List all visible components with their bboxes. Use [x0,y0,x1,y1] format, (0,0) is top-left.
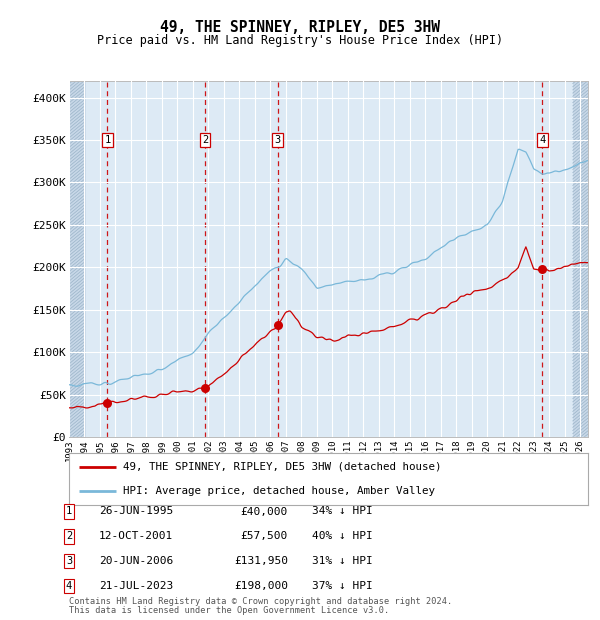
Text: This data is licensed under the Open Government Licence v3.0.: This data is licensed under the Open Gov… [69,606,389,615]
Text: 4: 4 [539,135,545,145]
Text: 4: 4 [66,581,72,591]
Text: 31% ↓ HPI: 31% ↓ HPI [312,556,373,566]
Text: 3: 3 [275,135,281,145]
Text: 1: 1 [104,135,110,145]
Text: 34% ↓ HPI: 34% ↓ HPI [312,507,373,516]
Text: £131,950: £131,950 [234,556,288,566]
Bar [572,81,588,437]
Text: 26-JUN-1995: 26-JUN-1995 [99,507,173,516]
Text: £40,000: £40,000 [241,507,288,516]
Text: 37% ↓ HPI: 37% ↓ HPI [312,581,373,591]
Text: 1: 1 [66,507,72,516]
Text: 49, THE SPINNEY, RIPLEY, DE5 3HW (detached house): 49, THE SPINNEY, RIPLEY, DE5 3HW (detach… [124,462,442,472]
Text: 12-OCT-2001: 12-OCT-2001 [99,531,173,541]
Text: 2: 2 [202,135,208,145]
Text: 2: 2 [66,531,72,541]
Text: 49, THE SPINNEY, RIPLEY, DE5 3HW: 49, THE SPINNEY, RIPLEY, DE5 3HW [160,20,440,35]
Text: £198,000: £198,000 [234,581,288,591]
Text: £57,500: £57,500 [241,531,288,541]
Text: 40% ↓ HPI: 40% ↓ HPI [312,531,373,541]
Bar [69,81,85,437]
Text: 3: 3 [66,556,72,566]
Text: 20-JUN-2006: 20-JUN-2006 [99,556,173,566]
Text: Contains HM Land Registry data © Crown copyright and database right 2024.: Contains HM Land Registry data © Crown c… [69,597,452,606]
Text: 21-JUL-2023: 21-JUL-2023 [99,581,173,591]
Text: HPI: Average price, detached house, Amber Valley: HPI: Average price, detached house, Ambe… [124,486,436,496]
Text: Price paid vs. HM Land Registry's House Price Index (HPI): Price paid vs. HM Land Registry's House … [97,34,503,47]
